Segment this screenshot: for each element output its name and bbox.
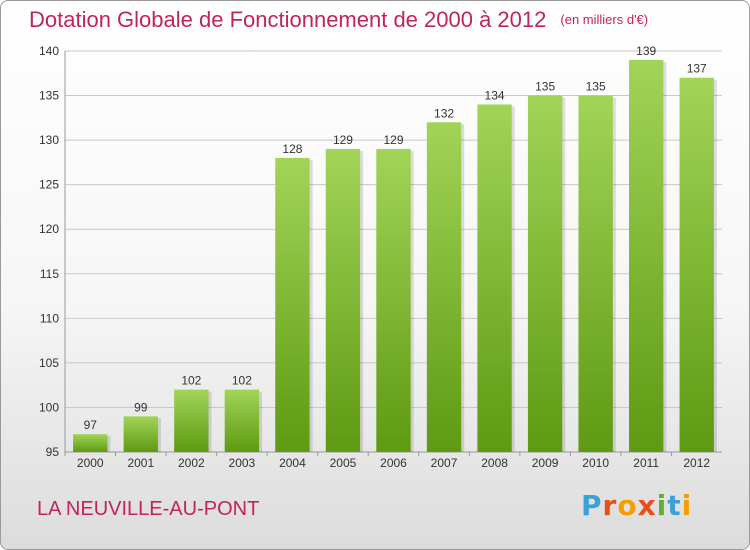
- data-label: 129: [333, 133, 353, 147]
- y-tick-label: 125: [39, 178, 59, 192]
- bar-2007: [426, 122, 462, 453]
- bar-2009: [527, 95, 563, 453]
- x-tick-label: 2009: [532, 456, 559, 470]
- y-tick-label: 120: [39, 222, 59, 236]
- bar-2003: [224, 389, 260, 452]
- proxiti-logo: Proxiti: [581, 489, 693, 522]
- y-tick-label: 135: [39, 89, 59, 103]
- y-tick-label: 105: [39, 356, 59, 370]
- y-tick-label: 130: [39, 133, 59, 147]
- y-tick-label: 140: [39, 44, 59, 58]
- data-label: 129: [383, 133, 403, 147]
- data-label: 135: [586, 80, 606, 94]
- data-label: 97: [84, 418, 98, 432]
- x-tick-label: 2006: [380, 456, 407, 470]
- bar-2000: [73, 434, 108, 452]
- x-tick-label: 2008: [481, 456, 508, 470]
- y-tick-label: 110: [40, 311, 59, 325]
- bar-2005: [325, 149, 361, 452]
- bar-2002: [174, 389, 209, 452]
- y-tick-label: 100: [39, 400, 59, 414]
- x-tick-label: 2001: [127, 456, 154, 470]
- y-tick-label: 95: [46, 445, 60, 459]
- data-label: 128: [282, 142, 302, 156]
- bar-2004: [275, 157, 310, 452]
- bar-2008: [477, 104, 512, 452]
- x-tick-label: 2000: [77, 456, 104, 470]
- commune-name: LA NEUVILLE-AU-PONT: [37, 498, 260, 520]
- bar-2006: [376, 149, 411, 452]
- y-tick-label: 115: [40, 267, 59, 281]
- data-label: 102: [181, 374, 201, 388]
- x-tick-label: 2003: [229, 456, 256, 470]
- chart-title: Dotation Globale de Fonctionnement de 20…: [29, 7, 649, 32]
- data-label: 135: [535, 80, 555, 94]
- x-tick-label: 2011: [633, 456, 659, 470]
- x-tick-label: 2012: [683, 456, 710, 470]
- x-tick-label: 2004: [279, 456, 306, 470]
- data-label: 132: [434, 106, 454, 120]
- x-tick-label: 2010: [582, 456, 609, 470]
- data-label: 137: [687, 62, 707, 76]
- bar-2012: [679, 77, 714, 452]
- unit-label: (en milliers d'€): [560, 12, 649, 27]
- data-label: 102: [232, 374, 252, 388]
- data-label: 134: [485, 88, 505, 102]
- data-label: 139: [636, 44, 656, 58]
- bar-2010: [578, 95, 613, 453]
- data-label: 99: [134, 400, 148, 414]
- x-tick-label: 2005: [330, 456, 357, 470]
- x-tick-label: 2007: [431, 456, 458, 470]
- bar-2001: [123, 416, 158, 452]
- bar-2011: [629, 59, 664, 453]
- x-tick-label: 2002: [178, 456, 205, 470]
